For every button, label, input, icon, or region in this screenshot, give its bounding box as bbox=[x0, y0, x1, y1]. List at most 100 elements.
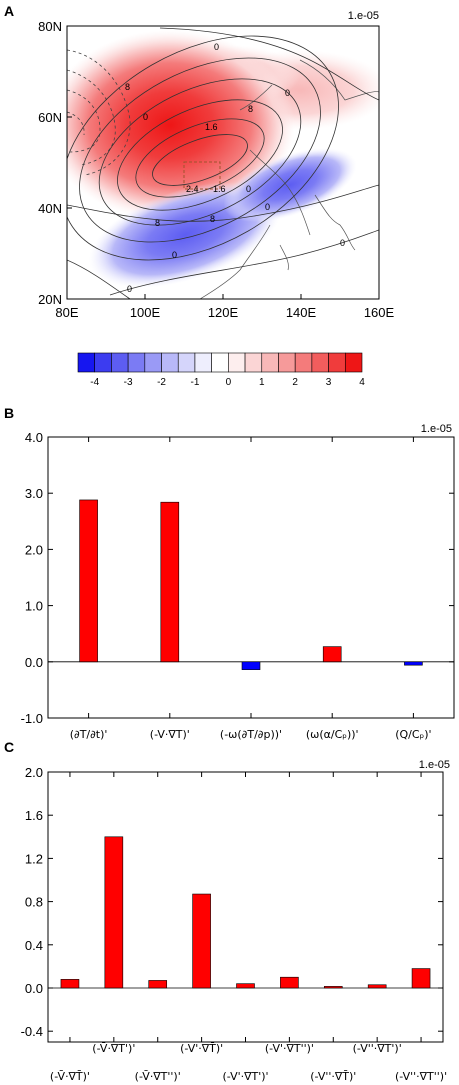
colorbar-swatch bbox=[211, 352, 229, 373]
y-tick-label: 0.0 bbox=[25, 655, 43, 670]
category-label: (-V''·∇T')' bbox=[353, 1042, 402, 1055]
colorbar-swatch bbox=[261, 352, 279, 373]
y-tick-label: 0.4 bbox=[25, 938, 43, 953]
contour-label: 8 bbox=[210, 214, 215, 224]
bar bbox=[411, 968, 431, 989]
contour-label: 1.6 bbox=[213, 184, 226, 194]
contour-label: 0 bbox=[246, 184, 251, 194]
map-x-tick-label: 120E bbox=[208, 305, 239, 320]
category-label: (-ω(∂T/∂p))' bbox=[220, 728, 282, 741]
contour-label: 0 bbox=[143, 112, 148, 122]
y-tick-label: -1.0 bbox=[21, 711, 43, 726]
contour-labels: 0 8 0 0 8 1.6 2.4 1.6 0 8 8 0 0 0 0 bbox=[125, 42, 345, 294]
colorbar-label: 1 bbox=[259, 377, 265, 388]
bar bbox=[236, 983, 255, 989]
colorbar-swatch bbox=[144, 352, 162, 373]
y-tick-label: 1.0 bbox=[25, 599, 43, 614]
y-tick-label: 3.0 bbox=[25, 486, 43, 501]
contour-label: 8 bbox=[248, 104, 253, 114]
panel-c: C 1.e-05 2.0 1.6 1.2 0.8 0.4 0.0 -0.4 (-V̄·∇T̄)… bbox=[4, 739, 450, 1083]
y-tick-label: -0.4 bbox=[21, 1024, 43, 1039]
colorbar-label: 4 bbox=[359, 377, 365, 388]
colorbar-swatch bbox=[328, 352, 346, 373]
map-x-tick-label: 160E bbox=[364, 305, 395, 320]
map-x-tick-label: 100E bbox=[130, 305, 161, 320]
category-label: (-V''·∇T'')' bbox=[395, 1070, 447, 1083]
panel-c-label: C bbox=[4, 739, 14, 755]
category-label: (-V'·∇T̄)' bbox=[180, 1042, 223, 1055]
panel-a-scale-note: 1.e-05 bbox=[348, 10, 379, 22]
y-tick-label: 0.8 bbox=[25, 895, 43, 910]
contour-label: 0 bbox=[172, 250, 177, 260]
map-x-tick-label: 140E bbox=[286, 305, 317, 320]
panel-c-scale-note: 1.e-05 bbox=[419, 759, 450, 771]
colorbar-label: -2 bbox=[157, 377, 166, 388]
map-y-tick-label: 40N bbox=[38, 201, 62, 216]
bar bbox=[148, 980, 168, 989]
y-tick-label: 1.2 bbox=[25, 851, 43, 866]
panel-b: B 1.e-05 4.0 3.0 2.0 1.0 0.0 -1.0 (∂T/∂t)' (-V·… bbox=[4, 405, 455, 741]
y-tick-label: 2.0 bbox=[25, 765, 43, 780]
category-label: (∂T/∂t)' bbox=[70, 728, 108, 741]
colorbar-swatch bbox=[161, 352, 179, 373]
colorbar: -4 -3 -2 -1 0 1 2 3 4 bbox=[77, 352, 365, 388]
colorbar-swatch bbox=[344, 352, 363, 373]
category-label: (Q/Cₚ)' bbox=[395, 728, 431, 741]
colorbar-label: 3 bbox=[326, 377, 332, 388]
y-tick-label: 4.0 bbox=[25, 430, 43, 445]
contour-label: 8 bbox=[125, 82, 130, 92]
colorbar-swatch bbox=[244, 352, 263, 373]
bar bbox=[367, 984, 387, 989]
category-label: (-V''·∇T̄)' bbox=[310, 1070, 356, 1083]
colorbar-label: -1 bbox=[190, 377, 199, 388]
bar bbox=[404, 661, 423, 666]
contour-label: 2.4 bbox=[186, 184, 199, 194]
panel-b-frame bbox=[47, 436, 455, 719]
contour-label: 0 bbox=[127, 284, 132, 294]
category-label: (ω(α/Cₚ))' bbox=[306, 728, 359, 741]
panel-b-plot: 4.0 3.0 2.0 1.0 0.0 -1.0 (∂T/∂t)' (-V·∇T)' (-ω(∂… bbox=[21, 430, 454, 741]
colorbar-swatch bbox=[177, 352, 196, 373]
contour-label: 0 bbox=[265, 202, 270, 212]
bar bbox=[160, 501, 180, 663]
cold-anomaly-2 bbox=[223, 148, 357, 222]
colorbar-label: -3 bbox=[124, 377, 133, 388]
category-label: (-V'·∇T')' bbox=[222, 1070, 268, 1083]
negative-contours bbox=[67, 49, 131, 176]
warm-anomaly bbox=[67, 30, 295, 220]
category-label: (-V'·∇T'')' bbox=[265, 1042, 314, 1055]
contour-label: 0 bbox=[285, 88, 290, 98]
bar bbox=[104, 836, 124, 989]
colorbar-swatch bbox=[77, 352, 96, 373]
colorbar-swatch bbox=[228, 352, 246, 373]
category-label: (-V·∇T)' bbox=[150, 728, 190, 741]
bar bbox=[323, 986, 343, 989]
panel-a: A 1.e-05 bbox=[4, 3, 395, 388]
colorbar-label: 2 bbox=[292, 377, 298, 388]
colorbar-swatch bbox=[94, 352, 112, 373]
y-tick-label: 1.6 bbox=[25, 808, 43, 823]
panel-a-label: A bbox=[4, 3, 14, 19]
map-x-tick-label: 80E bbox=[55, 305, 78, 320]
contour-label: 8 bbox=[155, 218, 160, 228]
colorbar-label: -4 bbox=[90, 377, 99, 388]
bar bbox=[280, 976, 299, 989]
y-tick-label: 2.0 bbox=[25, 542, 43, 557]
colorbar-swatch bbox=[127, 352, 146, 373]
positive-contours bbox=[67, 27, 379, 299]
bar bbox=[79, 499, 98, 663]
colorbar-swatch bbox=[294, 352, 313, 373]
category-label: (-V̄·∇T'')' bbox=[135, 1070, 181, 1083]
panel-b-scale-note: 1.e-05 bbox=[421, 423, 452, 435]
contour-label: 0 bbox=[340, 238, 345, 248]
contour-label: 1.6 bbox=[205, 122, 218, 132]
map-axes: 80E 100E 120E 140E 160E 80N 60N 40N 20N bbox=[38, 19, 394, 320]
map-y-tick-label: 60N bbox=[38, 110, 62, 125]
bar bbox=[192, 893, 211, 989]
colorbar-swatch bbox=[194, 352, 212, 373]
category-label: (-V̄·∇T̄)' bbox=[50, 1070, 90, 1083]
y-tick-label: 0.0 bbox=[25, 981, 43, 996]
colorbar-swatch bbox=[278, 352, 296, 373]
colorbar-swatch bbox=[311, 352, 329, 373]
target-region-box bbox=[183, 161, 221, 190]
